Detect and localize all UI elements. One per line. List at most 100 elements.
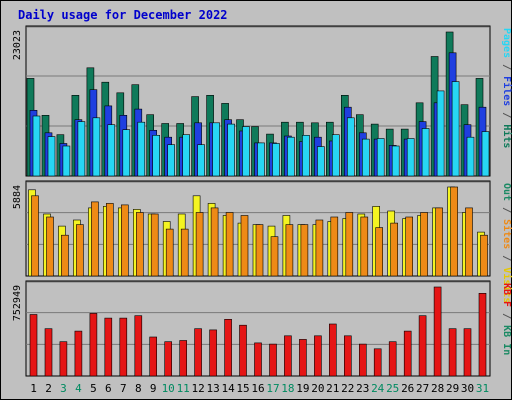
bar-sites-day-27 — [420, 212, 428, 277]
bar-sites-day-16 — [255, 224, 264, 277]
legend-item: KB In — [501, 325, 512, 355]
day-label-19: 19 — [296, 382, 309, 395]
day-label-2: 2 — [45, 382, 52, 395]
legend-item: Hits — [501, 124, 512, 148]
bar-sites-day-8 — [136, 212, 144, 277]
day-label-26: 26 — [401, 382, 414, 395]
bar-sites-day-24 — [375, 227, 384, 277]
panel-3: 752949 KB F / KB In — [12, 280, 512, 377]
bar-pages-day-9 — [152, 135, 160, 177]
bar-sites-day-17 — [270, 236, 279, 277]
x-axis-day-labels: 1 2 3 4 5 6 7 8 9 10 11 12 13 14 15 16 17 18 19 20 21 22 23 24 2… — [30, 382, 489, 395]
bar-pages-day-17 — [272, 143, 280, 177]
day-label-20: 20 — [311, 382, 324, 395]
bar-kbf-day-23 — [358, 343, 367, 377]
bar-pages-day-6 — [107, 124, 116, 177]
legend-item: Sites — [501, 219, 512, 249]
panel-legend: Pages / Files / Hits — [501, 28, 512, 148]
bar-kbf-day-8 — [134, 315, 143, 377]
day-label-24: 24 — [371, 382, 385, 395]
day-label-1: 1 — [30, 382, 37, 395]
bar-sites-day-20 — [315, 219, 324, 277]
legend-separator: / — [501, 58, 512, 76]
bar-kbf-day-10 — [164, 341, 172, 377]
bar-pages-day-7 — [122, 129, 131, 177]
day-label-18: 18 — [281, 382, 294, 395]
day-label-10: 10 — [162, 382, 175, 395]
bar-sites-day-29 — [450, 186, 458, 277]
bar-kbf-day-5 — [89, 313, 98, 377]
bar-sites-day-23 — [360, 216, 369, 277]
bar-pages-day-2 — [47, 136, 56, 177]
bar-kbf-day-25 — [388, 341, 397, 377]
bar-pages-day-29 — [451, 81, 460, 177]
day-label-6: 6 — [105, 382, 112, 395]
bar-kbf-day-4 — [74, 330, 83, 377]
bar-pages-day-26 — [406, 138, 415, 177]
bar-kbf-day-30 — [463, 328, 472, 377]
bar-pages-day-21 — [331, 134, 340, 177]
day-label-27: 27 — [416, 382, 429, 395]
bar-pages-day-13 — [212, 122, 220, 177]
day-label-9: 9 — [150, 382, 157, 395]
bar-kbf-day-22 — [343, 335, 352, 377]
bar-sites-day-15 — [240, 215, 249, 277]
bar-pages-day-27 — [421, 128, 430, 177]
day-label-8: 8 — [135, 382, 142, 395]
legend-item: Visits — [501, 267, 512, 303]
panel-legend: Out / Sites / Visits — [501, 183, 512, 303]
bar-kbf-day-17 — [269, 343, 277, 377]
day-label-3: 3 — [60, 382, 67, 395]
bar-sites-day-14 — [225, 212, 234, 277]
panel-2: 5884 Out / Sites / Visits — [12, 180, 512, 303]
bar-sites-day-26 — [405, 216, 414, 277]
bar-kbf-day-15 — [239, 324, 247, 377]
bar-pages-day-18 — [287, 136, 295, 177]
bar-sites-day-19 — [300, 224, 309, 277]
day-label-12: 12 — [191, 382, 204, 395]
bar-kbf-day-21 — [328, 323, 337, 377]
bar-pages-day-24 — [376, 138, 385, 177]
bar-sites-day-1 — [31, 195, 39, 277]
day-label-5: 5 — [90, 382, 97, 395]
day-label-14: 14 — [221, 382, 235, 395]
bar-pages-day-19 — [302, 135, 310, 177]
bar-pages-day-14 — [227, 123, 235, 177]
bar-pages-day-8 — [137, 121, 146, 177]
bar-kbf-day-3 — [59, 341, 68, 377]
chart-panels: 23023 Pages / Files / Hits 5884 Out / Sites… — [12, 25, 512, 377]
panel-max-label: 752949 — [12, 285, 23, 321]
bar-pages-day-30 — [466, 136, 475, 177]
bar-kbf-day-11 — [179, 340, 187, 377]
bar-kbf-day-26 — [403, 330, 412, 377]
bar-pages-day-1 — [32, 115, 41, 177]
day-label-16: 16 — [251, 382, 264, 395]
bar-pages-day-22 — [346, 117, 355, 177]
bar-kbf-day-6 — [104, 317, 113, 377]
legend-separator: / — [501, 249, 512, 267]
day-label-23: 23 — [356, 382, 369, 395]
legend-item: KB F — [501, 283, 512, 307]
bar-pages-day-28 — [436, 90, 445, 177]
bar-kbf-day-31 — [478, 292, 487, 377]
bar-kbf-day-1 — [29, 314, 38, 377]
bar-pages-day-5 — [92, 117, 101, 177]
bar-kbf-day-20 — [314, 335, 322, 377]
bar-pages-day-10 — [167, 144, 175, 177]
panel-legend: KB F / KB In — [501, 283, 512, 355]
bar-sites-day-22 — [345, 212, 354, 277]
bar-kbf-day-29 — [448, 328, 457, 377]
day-label-30: 30 — [461, 382, 474, 395]
bar-kbf-day-14 — [224, 318, 232, 377]
bar-kbf-day-18 — [284, 335, 292, 377]
day-label-22: 22 — [341, 382, 354, 395]
day-label-31: 31 — [476, 382, 489, 395]
bar-sites-day-21 — [330, 216, 339, 277]
bar-sites-day-31 — [480, 234, 488, 277]
bar-sites-day-18 — [285, 224, 294, 277]
legend-separator: / — [501, 106, 512, 124]
bar-sites-day-28 — [435, 207, 443, 277]
day-label-4: 4 — [75, 382, 82, 395]
day-label-11: 11 — [177, 382, 190, 395]
